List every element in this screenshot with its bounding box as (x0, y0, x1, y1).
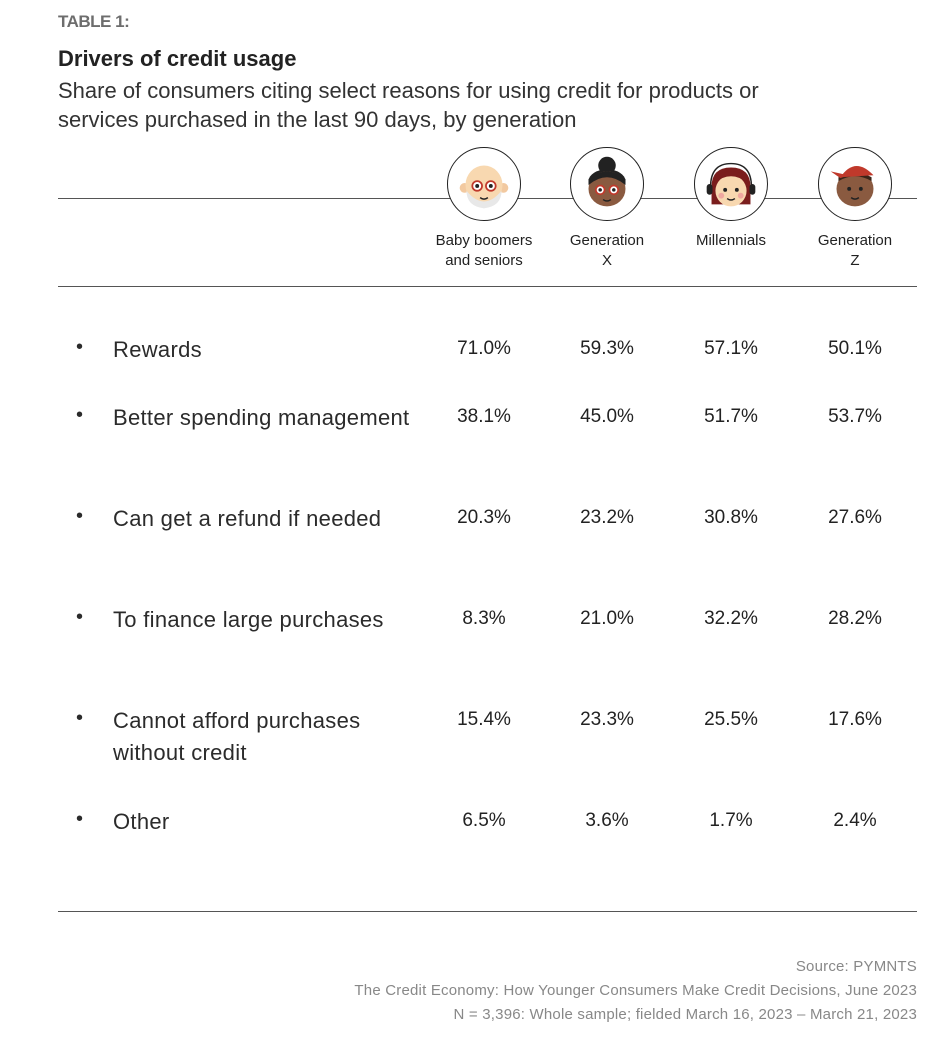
table-label: TABLE 1: (58, 12, 130, 31)
millennial-avatar-icon (694, 147, 768, 221)
bullet-icon: • (76, 336, 84, 358)
cell-value: 2.4% (833, 810, 877, 831)
cell-value: 25.5% (704, 709, 758, 730)
gen-x-avatar-icon (570, 147, 644, 221)
cell-value: 20.3% (457, 507, 511, 528)
row-label: Can get a refund if needed (113, 506, 382, 531)
table-title: Drivers of credit usage (58, 46, 297, 71)
cell-value: 45.0% (580, 406, 634, 427)
cell-value: 3.6% (585, 810, 629, 831)
column-header-line: Generation (569, 232, 645, 249)
column-header-line: Z (850, 252, 860, 269)
cell-value: 32.2% (704, 608, 758, 629)
cell-value: 50.1% (828, 338, 882, 359)
row-label: Other (113, 809, 170, 834)
cell-value: 53.7% (828, 406, 882, 427)
cell-value: 38.1% (457, 406, 511, 427)
row-label: Rewards (113, 337, 202, 362)
cell-value: 8.3% (462, 608, 506, 629)
bullet-icon: • (76, 404, 84, 426)
gen-z-avatar-icon (818, 147, 892, 221)
column-header-gen-z: Generation Z (793, 231, 917, 271)
column-header-line: and seniors (445, 252, 523, 269)
cell-value: 71.0% (457, 338, 511, 359)
bullet-icon: • (76, 505, 84, 527)
table-subtitle: Share of consumers citing select reasons… (58, 78, 759, 132)
cell-value: 23.3% (580, 709, 634, 730)
column-header-millennials: Millennials (669, 231, 793, 251)
senior-avatar-icon (447, 147, 521, 221)
cell-value: 17.6% (828, 709, 882, 730)
cell-value: 15.4% (457, 709, 511, 730)
sample-note-line: N = 3,396: Whole sample; fielded March 1… (453, 1006, 917, 1023)
cell-value: 57.1% (704, 338, 758, 359)
report-title-line: The Credit Economy: How Younger Consumer… (354, 982, 917, 999)
column-header-gen-x: Generation X (545, 231, 669, 271)
cell-value: 30.8% (704, 507, 758, 528)
cell-value: 59.3% (580, 338, 634, 359)
column-header-baby-boomers: Baby boomers and seniors (422, 231, 546, 271)
row-label: Cannot afford purchases without credit (113, 708, 361, 765)
row-label: To finance large purchases (113, 607, 384, 632)
bullet-icon: • (76, 707, 84, 729)
cell-value: 27.6% (828, 507, 882, 528)
source-line: Source: PYMNTS (795, 958, 917, 975)
cell-value: 23.2% (580, 507, 634, 528)
column-header-line: Millennials (695, 232, 767, 249)
bullet-icon: • (76, 606, 84, 628)
cell-value: 28.2% (828, 608, 882, 629)
cell-value: 6.5% (462, 810, 506, 831)
column-header-line: Baby boomers (435, 232, 533, 249)
cell-value: 21.0% (580, 608, 634, 629)
cell-value: 51.7% (704, 406, 758, 427)
cell-value: 1.7% (709, 810, 753, 831)
row-label: Better spending management (113, 405, 410, 430)
column-header-line: X (601, 252, 612, 269)
header-bottom-divider (58, 286, 917, 287)
table-bottom-divider (58, 911, 917, 912)
bullet-icon: • (76, 808, 84, 830)
column-header-line: Generation (817, 232, 893, 249)
